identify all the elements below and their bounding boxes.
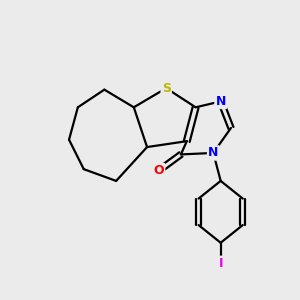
Text: N: N [215, 95, 226, 108]
Text: I: I [218, 257, 223, 270]
Text: S: S [162, 82, 171, 95]
Text: O: O [154, 164, 164, 177]
Text: N: N [208, 146, 218, 159]
